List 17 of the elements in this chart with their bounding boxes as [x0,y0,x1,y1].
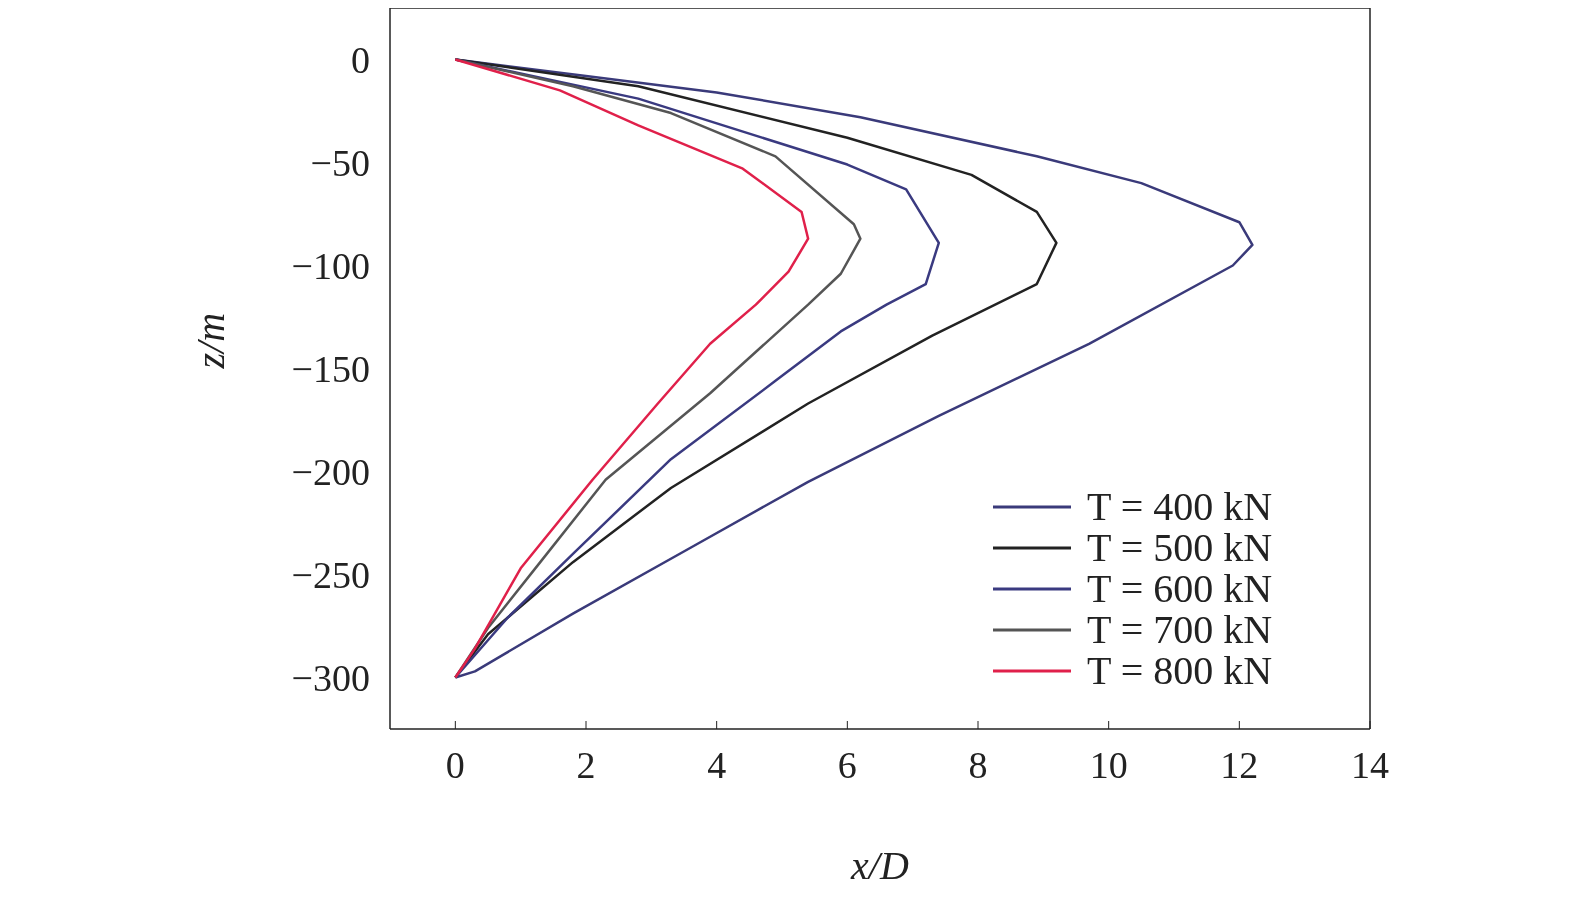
y-tick-label: −200 [291,450,370,493]
x-tick-label: 2 [576,743,596,786]
y-tick-label: −150 [291,347,370,390]
y-tick-label: −250 [291,553,370,596]
y-tick-label: 0 [351,38,370,81]
x-tick-label: 14 [1351,743,1389,786]
x-tick-label: 4 [707,743,727,786]
x-tick-label: 12 [1220,743,1259,786]
y-axis-title: z/m [188,312,234,370]
x-axis-title: x/D [850,843,909,888]
x-tick-label: 0 [445,743,465,786]
x-tick-label: 6 [837,743,857,786]
y-tick-label: −100 [291,244,370,287]
y-tick-label: −50 [310,141,370,184]
x-tick-label: 8 [968,743,988,786]
x-tick-label: 10 [1089,743,1128,786]
y-tick-label: −300 [291,656,370,699]
